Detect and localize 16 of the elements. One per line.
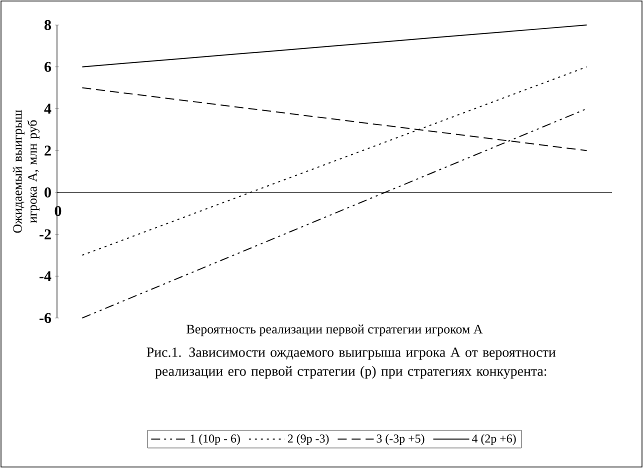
legend-label: 4 (2р +6) <box>472 434 516 446</box>
y-tick-label: 8 <box>44 20 51 30</box>
y-tick-label: 6 <box>44 62 52 72</box>
x-axis-title: Вероятность реализации первой стратегии игроком А <box>186 324 483 336</box>
y-tick-label: 4 <box>44 104 52 114</box>
y-axis-title: Ожидаемый выигрыш игрока А, млн руб <box>12 110 40 233</box>
line-series <box>82 24 588 68</box>
text: Рис.1. Зависимости ождаемого выигрыша игрока А от вероятности реализации его первой стратегии (р) при стратегиях конкурента: <box>146 348 556 379</box>
legend-label: 3 (-3р +5) <box>376 434 424 446</box>
legend-label: 2 (9р -3) <box>288 434 329 446</box>
y-tick-label: -6 <box>40 312 52 324</box>
y-tick-label: 2 <box>44 146 51 156</box>
y-tick-label: 0 <box>44 187 51 198</box>
y-tick-label: -2 <box>40 229 51 240</box>
y-tick-label: -4 <box>40 271 52 282</box>
legend-label: 1 (10р - 6) <box>190 434 240 446</box>
